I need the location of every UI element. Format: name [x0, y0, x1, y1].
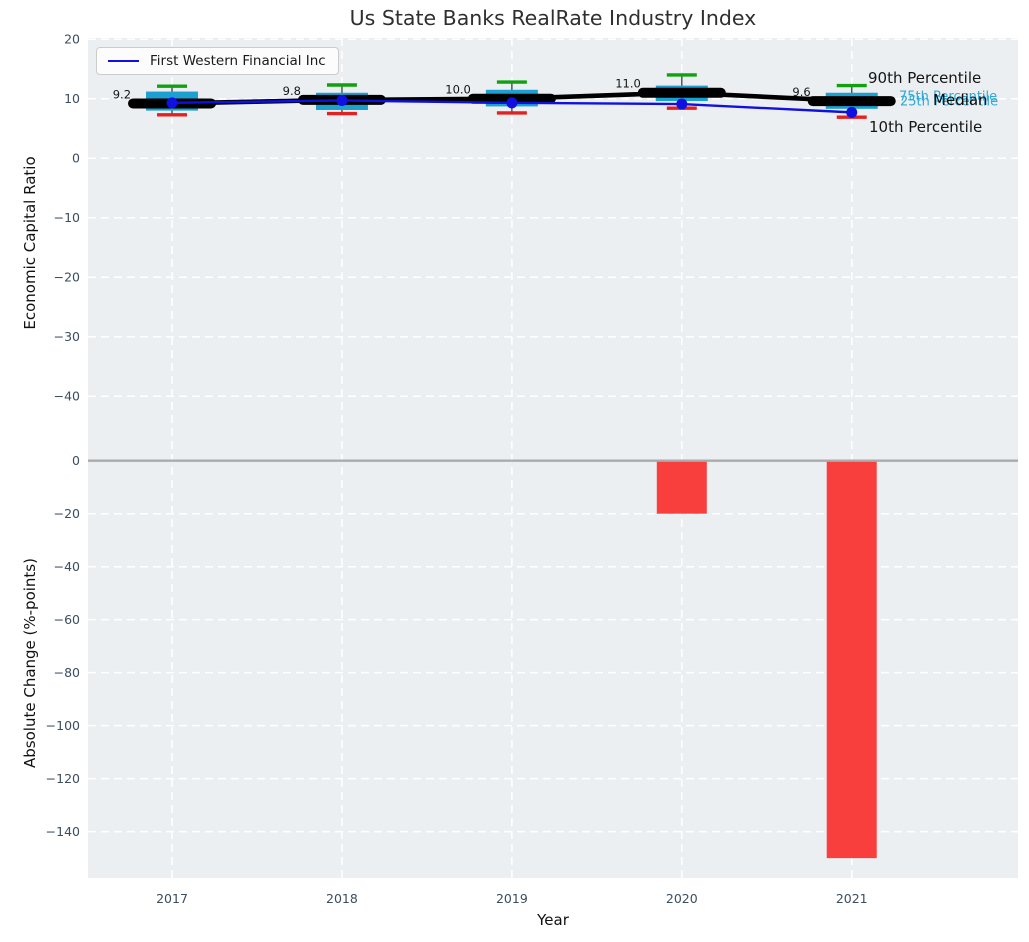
- label-25th-percentile: 25th Percentile: [900, 94, 999, 110]
- bar-2020: [656, 460, 707, 514]
- xtick-label-2018: 2018: [326, 891, 358, 906]
- company-marker-2019: [506, 97, 518, 109]
- bottom-y-axis-label: Absolute Change (%-points): [21, 558, 39, 768]
- company-marker-2021: [846, 106, 858, 118]
- legend-line-sample-icon: [108, 60, 139, 62]
- bottom-ytick-label: −80: [54, 665, 80, 680]
- company-marker-2020: [676, 98, 688, 110]
- label-75th-percentile: 75th Percentile: [899, 89, 998, 105]
- bottom-ytick-label: −140: [46, 824, 80, 839]
- top-ytick-label: 0: [72, 151, 80, 166]
- chart-title: Us State Banks RealRate Industry Index: [349, 6, 757, 30]
- xtick-label-2021: 2021: [836, 891, 868, 906]
- median-value-label-2021: 9.6: [792, 85, 810, 99]
- top-y-axis-label: Economic Capital Ratio: [21, 156, 39, 330]
- bottom-ytick-label: −120: [46, 771, 80, 786]
- top-ytick-label: −40: [54, 389, 80, 404]
- top-ytick-label: −20: [54, 270, 80, 285]
- top-ytick-label: 20: [64, 31, 80, 46]
- top-ytick-label: 10: [64, 91, 80, 106]
- bottom-ytick-label: −20: [54, 506, 80, 521]
- xtick-label-2020: 2020: [666, 891, 698, 906]
- bottom-ytick-label: 0: [72, 453, 80, 468]
- xtick-label-2017: 2017: [156, 891, 188, 906]
- company-marker-2017: [166, 97, 178, 109]
- label-10th-percentile: 10th Percentile: [869, 118, 983, 136]
- company-marker-2018: [336, 94, 348, 106]
- median-value-label-2018: 9.8: [283, 84, 301, 98]
- bottom-ytick-label: −100: [46, 718, 80, 733]
- median-value-label-2017: 9.2: [113, 87, 131, 101]
- legend-label: First Western Financial Inc: [150, 53, 326, 69]
- label-90th-percentile: 90th Percentile: [868, 69, 982, 87]
- legend: First Western Financial Inc: [96, 47, 339, 75]
- top-ytick-label: −30: [54, 329, 80, 344]
- top-ytick-label: −10: [54, 210, 80, 225]
- x-axis-label: Year: [537, 911, 569, 929]
- label-median: Median: [933, 91, 988, 109]
- bottom-ytick-label: −60: [54, 612, 80, 627]
- xtick-label-2019: 2019: [496, 891, 528, 906]
- median-value-label-2020: 11.0: [615, 77, 641, 91]
- bottom-plot-area: [88, 448, 1018, 878]
- bar-2021: [826, 460, 877, 859]
- bottom-ytick-label: −40: [54, 559, 80, 574]
- median-value-label-2019: 10.0: [445, 83, 471, 97]
